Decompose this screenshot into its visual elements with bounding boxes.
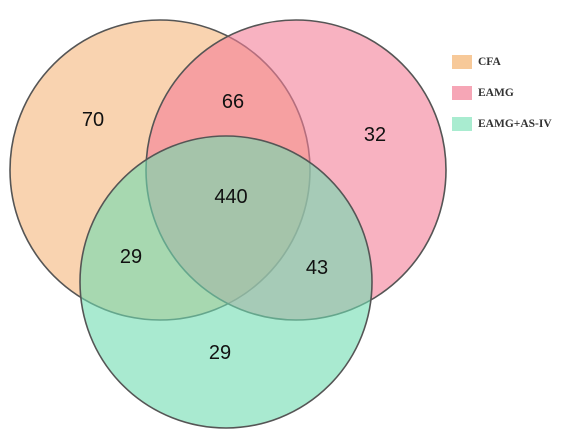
eamg-asiv-circle bbox=[79, 135, 373, 429]
region-eamg-asiv-only-count: 29 bbox=[209, 342, 231, 364]
legend-item-cfa: CFA bbox=[452, 54, 582, 70]
region-cfa-eamg-count: 66 bbox=[222, 91, 244, 113]
legend-swatch-cfa bbox=[452, 55, 472, 69]
region-eamg-only-count: 32 bbox=[364, 124, 386, 146]
legend-label-eamg: EAMG bbox=[478, 87, 514, 99]
legend-item-eamg: EAMG bbox=[452, 85, 582, 101]
legend-label-eamg-asiv: EAMG+AS-IV bbox=[478, 118, 552, 130]
region-cfa-only-count: 70 bbox=[82, 109, 104, 131]
legend-item-eamg-asiv: EAMG+AS-IV bbox=[452, 116, 582, 132]
legend-swatch-eamg-asiv bbox=[452, 117, 472, 131]
legend-swatch-eamg bbox=[452, 86, 472, 100]
region-all-three-count: 440 bbox=[214, 186, 247, 208]
legend-label-cfa: CFA bbox=[478, 56, 501, 68]
legend: CFA EAMG EAMG+AS-IV bbox=[452, 54, 582, 147]
region-eamg-eamg-asiv-count: 43 bbox=[306, 257, 328, 279]
region-cfa-eamg-asiv-count: 29 bbox=[120, 246, 142, 268]
